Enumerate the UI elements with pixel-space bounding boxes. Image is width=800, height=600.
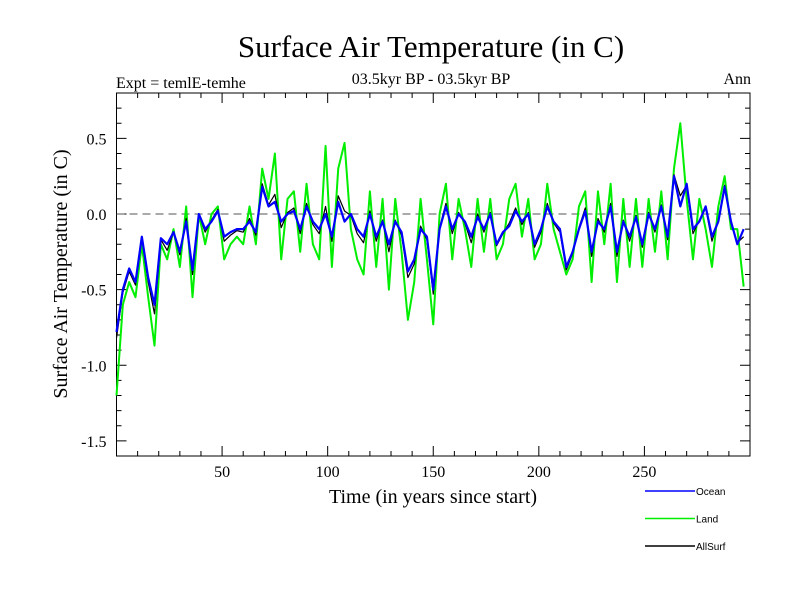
- x-axis-label: Time (in years since start): [329, 486, 537, 508]
- experiment-label: Expt = temlE-temhe: [116, 75, 246, 92]
- chart-title: Surface Air Temperature (in C): [238, 29, 624, 64]
- season-label: Ann: [723, 71, 751, 88]
- legend-label-allsurf: AllSurf: [696, 542, 726, 553]
- y-tick-label: 0.0: [87, 207, 107, 224]
- x-tick-label: 250: [632, 464, 656, 481]
- x-tick-label: 200: [527, 464, 551, 481]
- y-tick-label: -1.5: [81, 434, 106, 451]
- x-tick-label: 100: [316, 464, 340, 481]
- x-tick-label: 50: [214, 464, 230, 481]
- series-line-ocean: [115, 175, 745, 333]
- y-tick-label: -1.0: [81, 358, 106, 375]
- y-axis-label: Surface Air Temperature (in C): [50, 149, 72, 398]
- legend: Ocean Land AllSurf: [645, 487, 726, 553]
- legend-label-ocean: Ocean: [696, 487, 725, 498]
- legend-label-land: Land: [696, 515, 718, 526]
- period-label: 03.5kyr BP - 03.5kyr BP: [352, 71, 511, 88]
- y-tick-label: -0.5: [81, 283, 106, 300]
- y-tick-label: 0.5: [87, 131, 107, 148]
- plot-frame: [116, 92, 751, 457]
- x-tick-label: 150: [421, 464, 445, 481]
